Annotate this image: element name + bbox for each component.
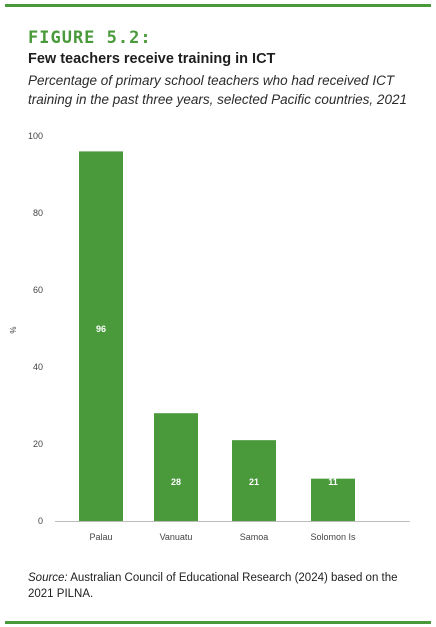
bar bbox=[232, 440, 276, 521]
top-rule bbox=[5, 4, 431, 7]
bottom-rule bbox=[5, 621, 431, 624]
bar-data-label: 96 bbox=[96, 324, 106, 334]
x-category-label: Samoa bbox=[240, 532, 269, 542]
x-category-label: Vanuatu bbox=[160, 532, 193, 542]
x-category-label: Solomon Is bbox=[310, 532, 356, 542]
bar-data-label: 28 bbox=[171, 477, 181, 487]
bar bbox=[79, 151, 123, 521]
y-tick-label: 0 bbox=[38, 516, 43, 526]
chart-title: Few teachers receive training in ICT bbox=[28, 51, 276, 67]
y-tick-label: 100 bbox=[28, 131, 43, 141]
source-text: Australian Council of Educational Resear… bbox=[28, 572, 398, 600]
bar bbox=[311, 478, 355, 521]
y-tick-label: 60 bbox=[33, 285, 43, 295]
bar bbox=[154, 413, 198, 521]
figure-label: FIGURE 5.2: bbox=[28, 28, 152, 48]
source-label: Source: bbox=[28, 572, 68, 584]
y-tick-label: 20 bbox=[33, 439, 43, 449]
y-axis-label: % bbox=[9, 326, 18, 333]
y-tick-label: 40 bbox=[33, 362, 43, 372]
x-category-label: Palau bbox=[89, 532, 112, 542]
bar-data-label: 21 bbox=[249, 477, 259, 487]
chart-subtitle: Percentage of primary school teachers wh… bbox=[28, 73, 407, 107]
source-note: Source: Australian Council of Educationa… bbox=[28, 570, 418, 602]
bar-data-label: 11 bbox=[328, 477, 338, 487]
y-tick-label: 80 bbox=[33, 208, 43, 218]
